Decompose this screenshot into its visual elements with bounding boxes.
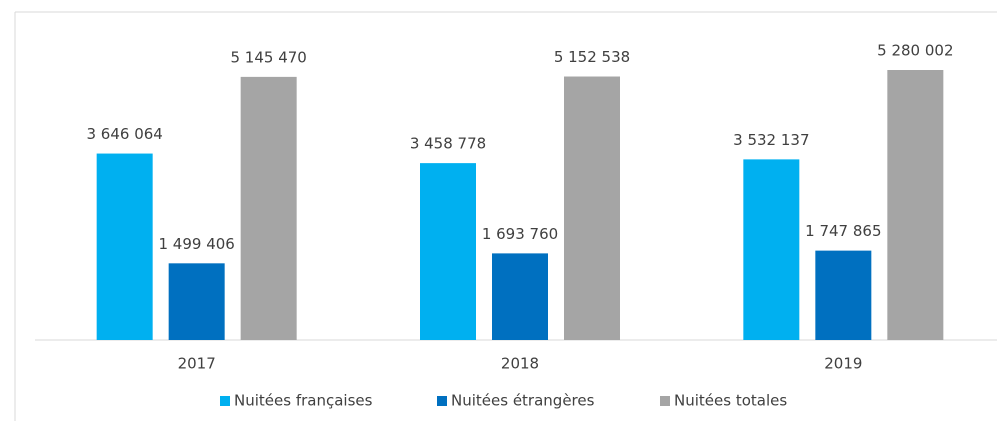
legend-label: Nuitées étrangères	[451, 392, 595, 410]
data-label: 1 499 406	[158, 235, 234, 253]
legend-swatch	[437, 396, 447, 406]
bar	[168, 263, 225, 340]
data-label: 5 152 538	[554, 48, 630, 66]
legend-swatch	[220, 396, 230, 406]
data-label: 1 693 760	[482, 225, 558, 243]
bar	[96, 153, 153, 340]
legend-swatch	[660, 396, 670, 406]
bar	[240, 76, 297, 341]
x-tick-label: 2019	[824, 355, 862, 373]
data-label: 3 646 064	[86, 125, 162, 143]
data-label: 3 458 778	[410, 135, 486, 153]
legend-label: Nuitées totales	[674, 392, 787, 410]
data-label: 3 532 137	[733, 131, 809, 149]
bar	[492, 253, 548, 340]
bar	[815, 250, 872, 340]
x-tick-label: 2017	[178, 355, 216, 373]
data-label: 1 747 865	[805, 222, 881, 240]
data-label: 5 280 002	[877, 42, 953, 60]
legend-label: Nuitées françaises	[234, 392, 373, 410]
x-tick-label: 2018	[501, 355, 539, 373]
bar	[887, 70, 944, 340]
data-label: 5 145 470	[230, 48, 306, 66]
bar	[420, 163, 476, 340]
bar	[564, 76, 620, 341]
bar	[743, 159, 800, 340]
